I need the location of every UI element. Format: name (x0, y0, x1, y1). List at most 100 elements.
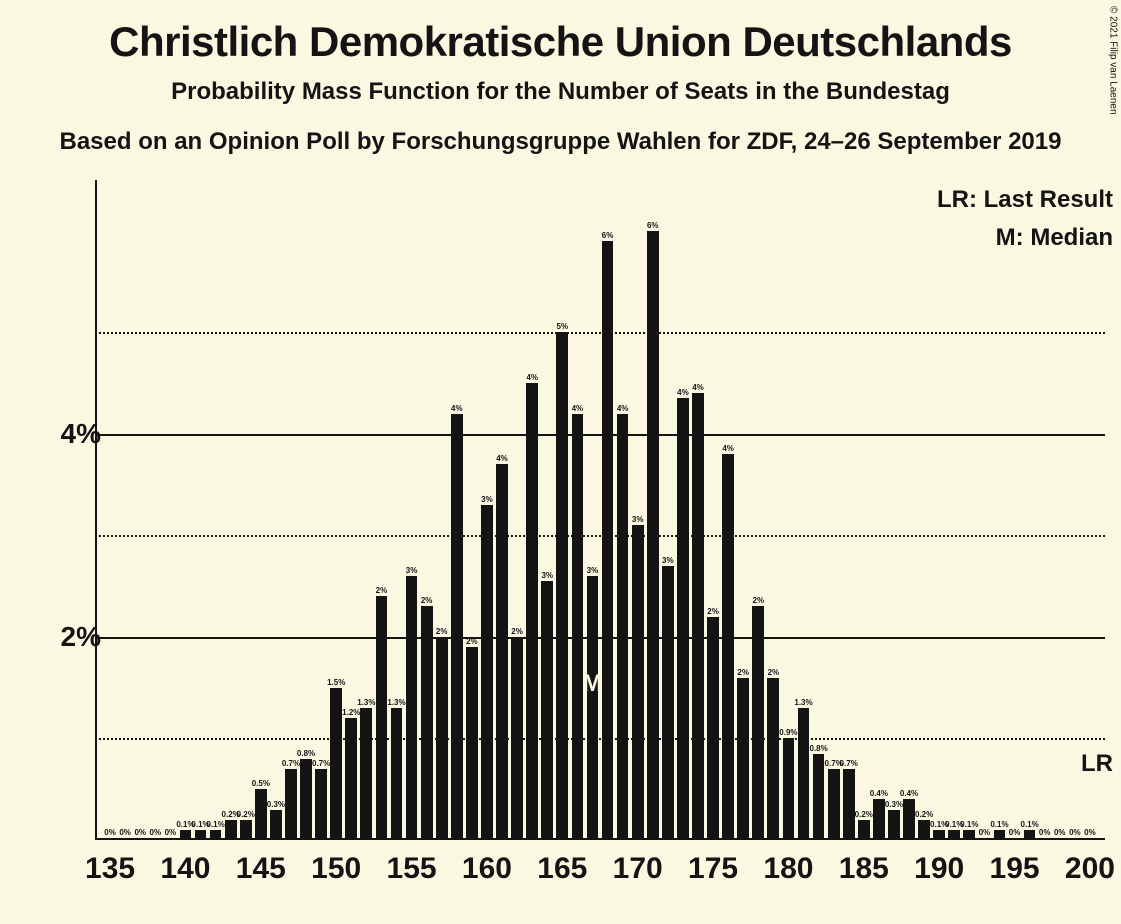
bar-value-label: 1.3% (794, 698, 812, 707)
bar (617, 414, 629, 840)
bar (587, 576, 599, 840)
bar (119, 838, 131, 840)
bar-value-label: 0% (104, 828, 116, 837)
x-tick-label: 155 (387, 852, 437, 886)
chart-basis: Based on an Opinion Poll by Forschungsgr… (0, 128, 1121, 156)
gridline (95, 738, 1105, 740)
x-tick-label: 150 (311, 852, 361, 886)
bar-value-label: 0% (1084, 828, 1096, 837)
bar-value-label: 0.7% (282, 759, 300, 768)
bar (752, 606, 764, 840)
bar (994, 830, 1006, 840)
bar-value-label: 0% (1039, 828, 1051, 837)
bar-value-label: 2% (376, 586, 388, 595)
bar-value-label: 4% (722, 444, 734, 453)
bar (406, 576, 418, 840)
bar (1084, 838, 1096, 840)
x-tick-label: 175 (688, 852, 738, 886)
gridline (95, 535, 1105, 537)
bar-value-label: 0.2% (237, 810, 255, 819)
bar-value-label: 1.5% (327, 678, 345, 687)
bar (104, 838, 116, 840)
bar-value-label: 2% (436, 627, 448, 636)
bar (783, 738, 795, 840)
bar (647, 231, 659, 840)
bar-value-label: 0% (1009, 828, 1021, 837)
bar-value-label: 4% (496, 454, 508, 463)
bar (360, 708, 372, 840)
bar-value-label: 3% (632, 515, 644, 524)
bar-value-label: 3% (406, 566, 418, 575)
bar (767, 678, 779, 840)
bar (963, 830, 975, 840)
bar (828, 769, 840, 840)
bar (933, 830, 945, 840)
bar (134, 838, 146, 840)
y-tick-label: 2% (61, 621, 101, 653)
bar (722, 454, 734, 840)
bar-value-label: 0.8% (297, 749, 315, 758)
bar (511, 637, 523, 840)
bar (692, 393, 704, 840)
chart-area: 0%0%0%0%0%0.1%0.1%0.1%0.2%0.2%0.5%0.3%0.… (95, 180, 1105, 840)
bar (813, 754, 825, 840)
bar-value-label: 4% (692, 383, 704, 392)
bar (1024, 830, 1036, 840)
x-tick-label: 200 (1065, 852, 1115, 886)
bar-value-label: 0% (134, 828, 146, 837)
bar-value-label: 0.5% (252, 779, 270, 788)
bar (556, 332, 568, 840)
bar (526, 383, 538, 840)
bar-value-label: 0.1% (1021, 820, 1039, 829)
gridline (95, 637, 1105, 639)
x-tick-label: 190 (914, 852, 964, 886)
bar (436, 637, 448, 840)
chart-plot-area: 0%0%0%0%0%0.1%0.1%0.1%0.2%0.2%0.5%0.3%0.… (95, 180, 1105, 840)
bar (270, 810, 282, 840)
bar (888, 810, 900, 840)
x-tick-label: 140 (160, 852, 210, 886)
bar (873, 799, 885, 840)
bar-value-label: 6% (647, 221, 659, 230)
bar-value-label: 4% (572, 404, 584, 413)
bar-value-label: 0% (1069, 828, 1081, 837)
bar (421, 606, 433, 840)
bar (149, 838, 161, 840)
bar-value-label: 0.2% (915, 810, 933, 819)
bar-value-label: 2% (421, 596, 433, 605)
bar-value-label: 5% (557, 322, 569, 331)
bar (225, 820, 237, 840)
bar (677, 398, 689, 840)
copyright-text: © 2021 Filip van Laenen (1108, 6, 1119, 115)
y-tick-label: 4% (61, 418, 101, 450)
bar (737, 678, 749, 840)
chart-title: Christlich Demokratische Union Deutschla… (0, 18, 1121, 66)
x-tick-label: 185 (839, 852, 889, 886)
bar-value-label: 0.8% (809, 744, 827, 753)
bar-value-label: 4% (526, 373, 538, 382)
x-tick-label: 135 (85, 852, 135, 886)
bar (632, 525, 644, 840)
bar-value-label: 0% (979, 828, 991, 837)
x-tick-label: 160 (462, 852, 512, 886)
gridline (95, 332, 1105, 334)
bar (918, 820, 930, 840)
bar-value-label: 0.3% (885, 800, 903, 809)
bar-value-label: 2% (707, 607, 719, 616)
x-tick-label: 170 (613, 852, 663, 886)
bar (948, 830, 960, 840)
bar (843, 769, 855, 840)
bar (541, 581, 553, 840)
bar (496, 464, 508, 840)
bar (662, 566, 674, 840)
bar-value-label: 1.2% (342, 708, 360, 717)
bar-value-label: 3% (662, 556, 674, 565)
bar-value-label: 0.9% (779, 728, 797, 737)
bar-value-label: 0% (150, 828, 162, 837)
x-tick-label: 145 (236, 852, 286, 886)
x-tick-label: 180 (763, 852, 813, 886)
bar-value-label: 3% (541, 571, 553, 580)
bar-value-label: 1.3% (387, 698, 405, 707)
bar (858, 820, 870, 840)
bar-value-label: 0.4% (900, 789, 918, 798)
